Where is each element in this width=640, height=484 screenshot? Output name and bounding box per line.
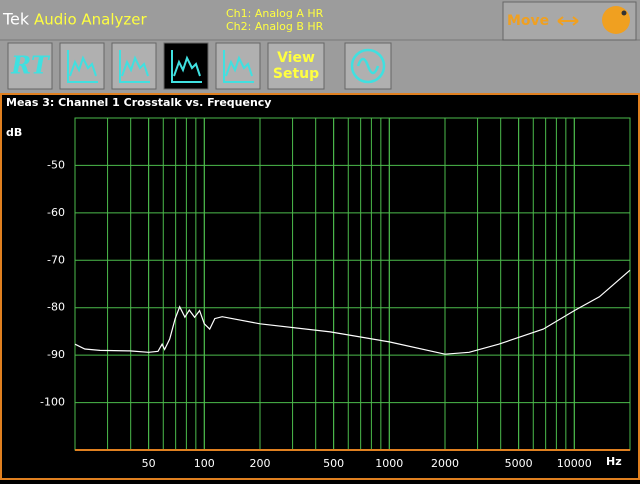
knob-dot <box>621 10 627 16</box>
plot-area: 50 100 200 500 1000 2000 5000 10000 -50 -60 -70 -80… <box>40 117 631 470</box>
x-tick-label: 50 <box>142 457 156 470</box>
generator-button[interactable] <box>344 42 392 90</box>
channel-label: Ch2: Analog B HR <box>226 20 324 33</box>
button-label: View <box>277 50 315 66</box>
x-tick-label: 500 <box>323 457 344 470</box>
view-button[interactable] <box>163 42 209 90</box>
graph-icon <box>67 50 98 83</box>
y-tick-label: -100 <box>40 396 65 409</box>
x-tick-label: 2000 <box>431 457 459 470</box>
plot-panel <box>0 93 640 480</box>
y-tick-label: -90 <box>47 348 65 361</box>
view-button[interactable] <box>111 42 157 90</box>
arrow-icon <box>557 16 579 26</box>
x-tick-label: 5000 <box>505 457 533 470</box>
knob <box>602 6 630 34</box>
button-frame <box>267 42 325 90</box>
sine-icon <box>356 57 380 75</box>
button-label: RT <box>10 51 51 80</box>
x-tick-label: 100 <box>194 457 215 470</box>
view-buttons <box>59 42 261 90</box>
trace <box>74 269 631 355</box>
view-button[interactable] <box>59 42 105 90</box>
view-button[interactable] <box>215 42 261 90</box>
y-tick-label: -60 <box>47 206 65 219</box>
sine-icon <box>350 48 386 84</box>
y-tick-label: -70 <box>47 253 65 266</box>
x-tick-label: 1000 <box>375 457 403 470</box>
move-button[interactable]: Move <box>502 1 637 41</box>
graph-icon <box>171 50 202 83</box>
brand: Tek <box>2 10 30 29</box>
x-axis-label: Hz <box>606 455 622 468</box>
view-setup-button[interactable]: View Setup <box>267 42 325 90</box>
button-label: Move <box>507 13 549 29</box>
rt-button[interactable]: RT <box>7 42 53 90</box>
y-tick-label: -80 <box>47 301 65 314</box>
channel-label: Ch1: Analog A HR <box>226 7 324 20</box>
y-axis-label: dB <box>6 126 22 139</box>
button-label: Setup <box>273 66 319 82</box>
y-tick-label: -50 <box>47 158 65 171</box>
x-tick-label: 10000 <box>557 457 592 470</box>
x-tick-label: 200 <box>250 457 271 470</box>
graph-icon <box>119 50 150 83</box>
app-title: Audio Analyzer <box>34 11 148 29</box>
graph-icon <box>223 50 254 83</box>
chart-title: Meas 3: Channel 1 Crosstalk vs. Frequenc… <box>6 96 271 109</box>
button-frame <box>7 42 53 90</box>
